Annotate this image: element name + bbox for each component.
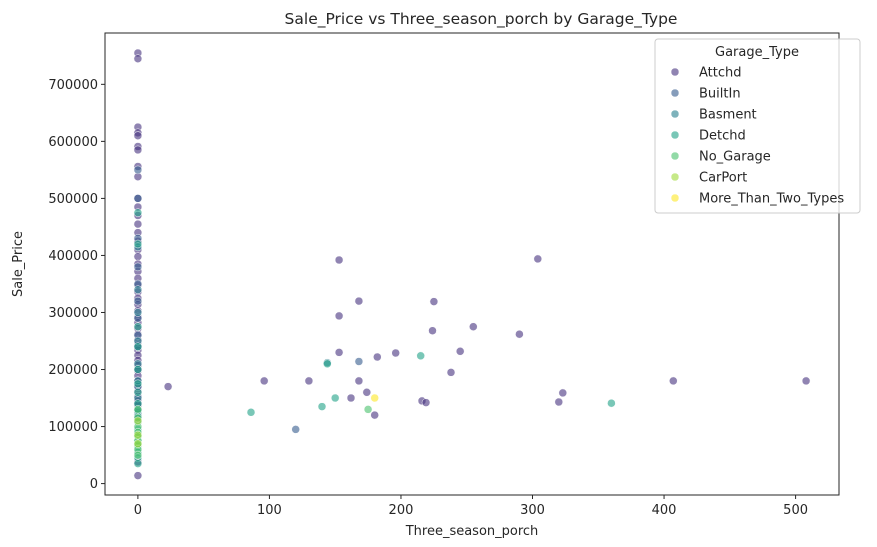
legend-label: BuiltIn	[699, 87, 741, 102]
data-point	[133, 365, 143, 374]
legend-marker	[670, 109, 680, 119]
data-point	[133, 165, 143, 175]
data-point	[133, 416, 143, 426]
data-point	[354, 376, 364, 386]
legend-label: Basment	[699, 108, 757, 123]
data-point	[317, 402, 327, 411]
legend-label: Attchd	[699, 66, 742, 81]
data-point	[133, 262, 143, 272]
y-tick-label: 100000	[48, 420, 98, 435]
data-point	[421, 398, 431, 407]
x-tick-label: 400	[652, 503, 677, 518]
data-point	[133, 459, 143, 468]
ticks-layer: 0 100 200 300 400 500 0 100000 200000 300000 40000…	[48, 78, 808, 518]
data-point	[362, 388, 372, 397]
data-point	[554, 397, 564, 407]
data-point	[346, 393, 356, 403]
legend-label: More_Than_Two_Types	[699, 192, 844, 207]
data-point	[291, 425, 300, 434]
x-tick-label: 300	[520, 503, 545, 518]
legend-label: No_Garage	[699, 150, 771, 165]
data-point	[133, 405, 143, 414]
legend-box	[654, 38, 861, 214]
data-point	[163, 382, 173, 391]
points-layer	[133, 48, 811, 480]
data-point	[416, 351, 425, 361]
x-tick-label: 500	[783, 503, 808, 518]
legend-label: CarPort	[699, 171, 747, 186]
data-point	[323, 359, 332, 369]
x-tick-label: 0	[134, 503, 142, 518]
data-point	[391, 348, 400, 358]
data-point	[469, 322, 478, 331]
data-point	[607, 398, 616, 408]
data-point	[446, 368, 456, 377]
data-point	[246, 408, 256, 417]
data-point	[304, 376, 314, 386]
data-point	[133, 430, 143, 440]
data-point	[133, 194, 143, 203]
data-point	[363, 405, 373, 414]
y-tick-label: 200000	[48, 363, 98, 378]
data-point	[133, 252, 143, 261]
data-point	[133, 239, 143, 249]
legend-title: Garage_Type	[715, 45, 799, 60]
data-point	[133, 208, 143, 217]
data-point	[133, 54, 143, 63]
data-point	[334, 348, 344, 357]
data-point	[558, 388, 568, 398]
legend-label: Detchd	[699, 129, 746, 144]
y-tick-label: 700000	[48, 78, 98, 93]
data-point	[801, 376, 811, 386]
legend-marker	[670, 172, 680, 182]
data-point	[133, 285, 143, 294]
data-point	[133, 450, 143, 460]
plot-frame	[104, 32, 840, 496]
y-tick-label: 600000	[48, 135, 98, 150]
legend-marker	[670, 88, 680, 98]
data-point	[133, 145, 143, 155]
data-point	[133, 322, 143, 331]
y-axis-label: Sale_Price	[11, 231, 26, 297]
y-tick-label: 400000	[48, 249, 98, 264]
legend-marker	[670, 193, 680, 203]
data-point	[133, 308, 143, 317]
data-point	[429, 297, 439, 306]
legend-marker	[670, 151, 680, 161]
data-point	[133, 219, 143, 229]
y-tick-label: 300000	[48, 306, 98, 321]
data-point	[133, 131, 143, 140]
data-point	[133, 379, 143, 389]
data-point	[373, 352, 382, 362]
data-point	[330, 393, 340, 403]
x-tick-label: 200	[389, 503, 414, 518]
data-point	[370, 393, 379, 403]
data-point	[133, 471, 143, 480]
data-point	[533, 254, 543, 264]
data-point	[133, 342, 143, 351]
data-point	[334, 311, 344, 321]
x-tick-label: 100	[257, 503, 282, 518]
legend: Garage_Type Attchd BuiltIn Basment Detchd No…	[654, 38, 861, 214]
data-point	[669, 376, 678, 386]
data-point	[133, 296, 143, 306]
data-point	[370, 410, 379, 420]
legend-marker	[670, 130, 680, 140]
y-tick-label: 0	[90, 477, 98, 492]
data-point	[515, 329, 524, 339]
data-point	[133, 388, 143, 397]
y-tick-label: 500000	[48, 192, 98, 207]
data-point	[455, 347, 465, 356]
data-point	[259, 376, 269, 386]
data-point	[133, 439, 143, 448]
chart-title: Sale_Price vs Three_season_porch by Gara…	[285, 10, 678, 29]
data-point	[354, 296, 364, 306]
data-point	[334, 255, 344, 265]
data-point	[354, 357, 364, 366]
legend-marker	[670, 67, 680, 77]
data-point	[428, 326, 437, 335]
legend-entries: Attchd BuiltIn Basment Detchd No_Garage CarPo…	[670, 66, 844, 207]
x-axis-label: Three_season_porch	[405, 524, 539, 539]
